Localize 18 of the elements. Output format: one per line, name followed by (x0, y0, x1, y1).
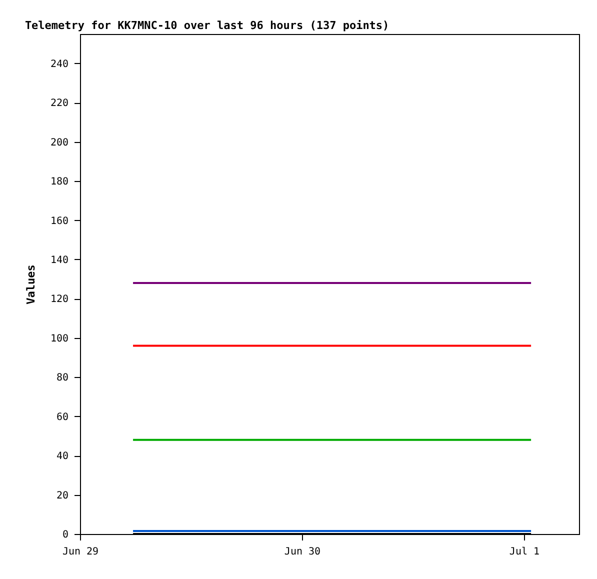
x-tick-label: Jun 29 (62, 546, 99, 558)
chart-title: Telemetry for KK7MNC-10 over last 96 hours (137 points) (24, 19, 390, 32)
x-tick-label: Jul 1 (509, 546, 540, 558)
x-tick-label: Jun 30 (284, 546, 321, 558)
y-tick-label: 120 (50, 294, 68, 306)
y-axis-title: Values (24, 264, 38, 304)
y-tick-label: 220 (50, 98, 68, 110)
y-tick-label: 100 (50, 333, 68, 344)
y-tick-label: 200 (50, 137, 68, 148)
y-tick-label: 180 (50, 176, 68, 188)
y-tick-label: 0 (62, 530, 68, 540)
y-tick-label: 140 (50, 254, 68, 266)
y-tick-label: 60 (56, 412, 68, 423)
y-tick-label: 40 (56, 451, 68, 462)
y-tick-label: 20 (56, 490, 68, 502)
y-tick-label: 80 (56, 372, 68, 384)
y-tick-label: 240 (50, 58, 68, 70)
y-tick-label: 160 (50, 216, 68, 227)
